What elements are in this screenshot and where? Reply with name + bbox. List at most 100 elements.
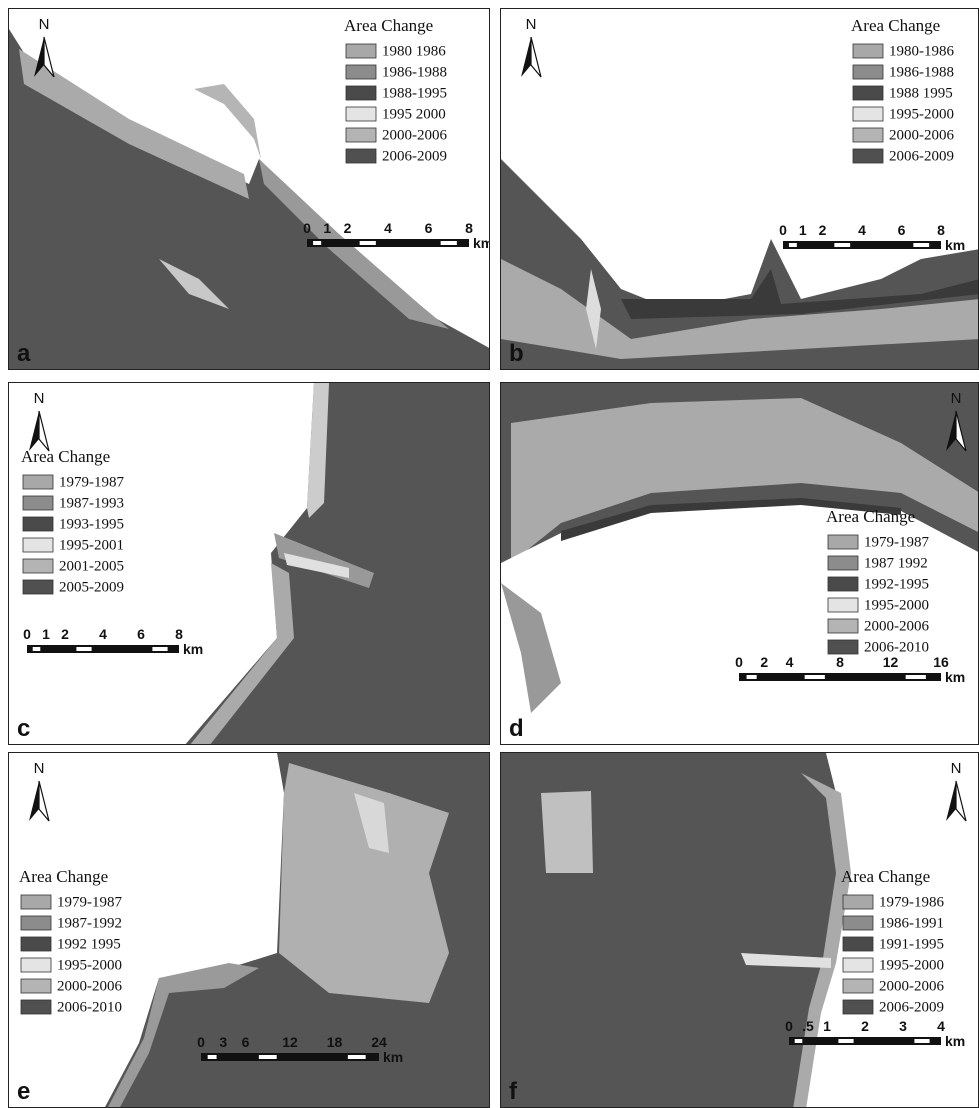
legend-title: Area Change [851,16,940,35]
legend-item: 2000-2006 [57,978,122,994]
scale-label: 12 [883,654,899,670]
legend-item: 1987-1992 [57,915,122,931]
scale-label: 12 [282,1034,298,1050]
legend-swatch [23,559,53,573]
scale-label: 4 [786,654,794,670]
scale-segment [906,675,926,679]
scale-label: 6 [898,222,906,238]
scale-label: 3 [219,1034,227,1050]
scale-label: 1 [823,1018,831,1034]
map-region [194,84,261,159]
scale-label: 0 [23,626,31,642]
scale-segment [33,647,41,651]
scale-segment [789,243,797,247]
scale-label: 6 [242,1034,250,1050]
legend-title: Area Change [19,867,108,886]
scale-segment [914,1039,929,1043]
legend-item: 1980-1986 [889,43,954,59]
scale-label: 24 [371,1034,387,1050]
north-label: N [951,760,962,777]
legend-item: 2000-2006 [382,127,447,143]
scale-segment [805,675,825,679]
scale-label: 1 [799,222,807,238]
scale-segment [838,1039,853,1043]
legend-item: 2001-2005 [59,558,124,574]
legend-swatch [853,86,883,100]
legend-item: 2005-2009 [59,579,124,595]
scale-label: 2 [344,220,352,236]
scale-label: 0 [303,220,311,236]
scale-label: 8 [836,654,844,670]
legend-swatch [853,65,883,79]
scale-segment [313,241,321,245]
scale-label: 18 [327,1034,343,1050]
panel-label: d [509,715,524,742]
scale-label: 6 [137,626,145,642]
legend-swatch [828,640,858,654]
scale-label: 8 [465,220,473,236]
legend-item: 1988 1995 [889,85,953,101]
legend-swatch [853,44,883,58]
scale-unit: km [945,669,965,685]
legend-item: 1987 1992 [864,555,928,571]
scale-segment [441,241,457,245]
scale-segment [152,647,167,651]
panel-label: e [17,1078,30,1105]
legend-item: 1986-1991 [879,915,944,931]
legend-swatch [853,107,883,121]
legend-item: 1979-1987 [57,894,122,910]
scale-label: 0 [735,654,743,670]
scale-label: 8 [175,626,183,642]
scale-segment [259,1055,277,1059]
legend-swatch [843,916,873,930]
map: NArea Change1979-19871987 19921992-19951… [501,383,978,744]
legend-item: 1979-1987 [864,534,929,550]
scale-label: 4 [937,1018,945,1034]
legend-item: 1992 1995 [57,936,121,952]
legend-item: 1979-1987 [59,474,124,490]
legend-swatch [346,107,376,121]
legend-swatch [843,958,873,972]
legend-swatch [853,149,883,163]
scale-label: 0 [197,1034,205,1050]
legend-item: 2006-2009 [879,999,944,1015]
scale-segment [747,675,757,679]
legend-swatch [828,619,858,633]
legend-item: 1995-2000 [57,957,122,973]
scale-label: .5 [802,1018,814,1034]
legend-swatch [346,86,376,100]
scale-label: 16 [933,654,949,670]
legend-swatch [346,65,376,79]
legend-swatch [23,475,53,489]
map-panel: NArea Change1979-19871987-19931993-19951… [8,382,490,745]
legend-title: Area Change [344,16,433,35]
map-panel: N Area Change 1980-1986 1986-1988 1988 1995 1… [500,8,979,370]
scale-label: 2 [819,222,827,238]
north-label: N [526,16,537,33]
panel-label: a [17,340,31,367]
scale-unit: km [473,235,489,251]
legend-item: 1995-2000 [889,106,954,122]
north-label: N [34,760,45,777]
scale-label: 2 [760,654,768,670]
scale-label: 0 [779,222,787,238]
north-label: N [951,390,962,407]
scale-label: 1 [42,626,50,642]
map-panel: NArea Change1979-19861986-19911991-19951… [500,752,979,1108]
panel-label: b [509,340,524,367]
north-arrow [531,37,541,77]
legend-item: 1986-1988 [889,64,954,80]
legend-swatch [828,535,858,549]
legend-swatch [346,128,376,142]
scale-label: 4 [858,222,866,238]
legend-item: 1980 1986 [382,43,446,59]
legend-swatch [21,916,51,930]
legend-title: Area Change [826,507,915,526]
legend-item: 1979-1986 [879,894,944,910]
legend-swatch [21,979,51,993]
legend-swatch [843,1000,873,1014]
scale-label: 4 [384,220,392,236]
scale-segment [834,243,850,247]
